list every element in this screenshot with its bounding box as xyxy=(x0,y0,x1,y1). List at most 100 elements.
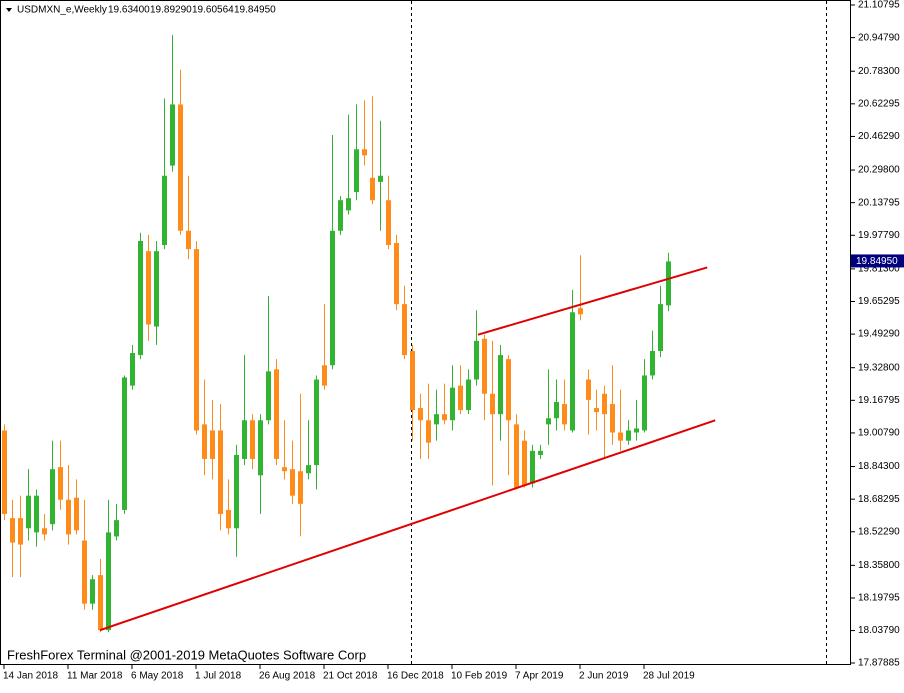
y-tick-label: 20.29800 xyxy=(858,165,900,176)
candle-body xyxy=(354,149,359,193)
candle-body xyxy=(506,359,511,421)
y-tick-label: 20.94790 xyxy=(858,32,900,43)
candle-body xyxy=(322,365,327,386)
candle-body xyxy=(2,430,7,515)
candle-body xyxy=(362,149,367,156)
candle-body xyxy=(66,499,71,535)
candle-body xyxy=(282,467,287,472)
candle-body xyxy=(570,312,575,431)
x-tick-label: 6 May 2018 xyxy=(131,671,184,682)
candle-body xyxy=(306,465,311,474)
y-tick-label: 21.10795 xyxy=(858,0,900,11)
header-values: 19.63400 19.89290 19.60564 19.84950 xyxy=(108,5,276,16)
trendline xyxy=(99,419,716,632)
candle-body xyxy=(114,520,119,537)
y-tick-label: 19.32800 xyxy=(858,362,900,373)
candle-body xyxy=(394,242,399,305)
candle-body xyxy=(626,430,631,441)
candle-body xyxy=(642,375,647,431)
candle-body xyxy=(418,408,423,421)
candle-body xyxy=(450,387,455,421)
candle-body xyxy=(130,353,135,386)
candle-body xyxy=(162,175,167,246)
candle-body xyxy=(498,355,503,415)
candle-body xyxy=(42,528,47,535)
candle-body xyxy=(530,450,535,484)
candle-body xyxy=(298,471,303,504)
x-tick-label: 16 Dec 2018 xyxy=(387,671,444,682)
candle-body xyxy=(410,350,415,411)
y-tick-label: 18.35800 xyxy=(858,560,900,571)
candle-body xyxy=(10,518,15,543)
candle-body xyxy=(546,418,551,425)
candle-body xyxy=(346,198,351,211)
candle-body xyxy=(554,401,559,419)
candle-body xyxy=(666,261,671,306)
y-tick-label: 20.13795 xyxy=(858,197,900,208)
y-tick-label: 18.84300 xyxy=(858,461,900,472)
candle-body xyxy=(90,579,95,604)
candle-body xyxy=(442,414,447,421)
candle-body xyxy=(482,338,487,394)
candle-body xyxy=(186,230,191,250)
watermark: FreshForex Terminal @2001-2019 MetaQuote… xyxy=(7,647,366,662)
candle-body xyxy=(522,440,527,486)
header-value: 19.84950 xyxy=(234,5,276,16)
x-tick-label: 1 Jul 2018 xyxy=(195,671,242,682)
y-tick-label: 19.16795 xyxy=(858,395,900,406)
candle-body xyxy=(178,104,183,231)
candle-body xyxy=(434,414,439,425)
symbol-icon xyxy=(6,8,12,12)
candle-body xyxy=(466,379,471,411)
candle-body xyxy=(258,420,263,476)
candle-body xyxy=(290,469,295,496)
candle-body xyxy=(402,304,407,356)
candle-body xyxy=(618,432,623,441)
candle-body xyxy=(274,369,279,459)
y-tick-label: 18.52290 xyxy=(858,526,900,537)
plot-frame xyxy=(0,0,851,665)
candle-body xyxy=(650,350,655,376)
candle-body xyxy=(218,430,223,515)
y-tick-label: 19.65295 xyxy=(858,296,900,307)
candle-body xyxy=(578,308,583,315)
y-tick-label: 18.68295 xyxy=(858,494,900,505)
x-tick-label: 28 Jul 2019 xyxy=(643,671,695,682)
x-tick-label: 10 Feb 2019 xyxy=(451,671,508,682)
x-tick-label: 2 Jun 2019 xyxy=(579,671,629,682)
x-tick-label: 26 Aug 2018 xyxy=(259,671,316,682)
price-tag-label: 19.84950 xyxy=(856,256,898,267)
y-tick-label: 19.81300 xyxy=(858,264,900,275)
candle-body xyxy=(474,340,479,380)
y-tick-label: 18.03790 xyxy=(858,625,900,636)
candle-body xyxy=(154,251,159,327)
x-tick-label: 14 Jan 2018 xyxy=(3,671,58,682)
candle-body xyxy=(458,385,463,411)
candle-body xyxy=(50,469,55,525)
candle-body xyxy=(250,420,255,459)
candle-body xyxy=(122,377,127,510)
candle-body xyxy=(370,177,375,201)
candle-body xyxy=(82,540,87,604)
x-tick-label: 7 Apr 2019 xyxy=(515,671,564,682)
trendline xyxy=(477,266,708,336)
candle-body xyxy=(106,532,111,631)
candle-body xyxy=(330,230,335,366)
candle-body xyxy=(602,393,607,415)
candle-body xyxy=(34,495,39,533)
candle-body xyxy=(634,428,639,433)
candle-body xyxy=(74,497,79,531)
x-tick-label: 11 Mar 2018 xyxy=(67,671,123,682)
x-tick-label: 21 Oct 2018 xyxy=(323,671,378,682)
y-tick-label: 20.62295 xyxy=(858,98,900,109)
candle-body xyxy=(210,430,215,459)
candle-body xyxy=(314,379,319,466)
header-value: 19.89290 xyxy=(150,5,192,16)
y-tick-label: 17.87885 xyxy=(858,658,900,669)
y-tick-label: 19.49290 xyxy=(858,329,900,340)
candle-body xyxy=(338,200,343,231)
candle-body xyxy=(138,240,143,356)
candle-body xyxy=(514,424,519,488)
candle-body xyxy=(98,575,103,631)
